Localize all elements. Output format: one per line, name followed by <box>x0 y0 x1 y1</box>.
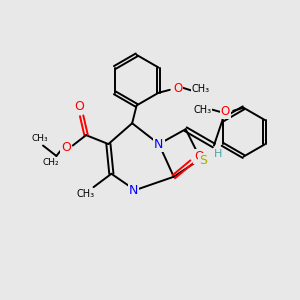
Text: CH₂: CH₂ <box>43 158 59 167</box>
Text: S: S <box>200 154 208 167</box>
Text: O: O <box>61 140 71 154</box>
Text: CH₃: CH₃ <box>32 134 48 142</box>
Text: O: O <box>194 150 204 163</box>
Text: O: O <box>220 105 230 118</box>
Text: H: H <box>214 149 223 159</box>
Text: O: O <box>173 82 182 94</box>
Text: N: N <box>154 138 164 151</box>
Text: CH₃: CH₃ <box>76 189 94 199</box>
Text: CH₃: CH₃ <box>194 105 212 115</box>
Text: N: N <box>129 184 138 196</box>
Text: CH₃: CH₃ <box>192 84 210 94</box>
Text: O: O <box>74 100 84 113</box>
